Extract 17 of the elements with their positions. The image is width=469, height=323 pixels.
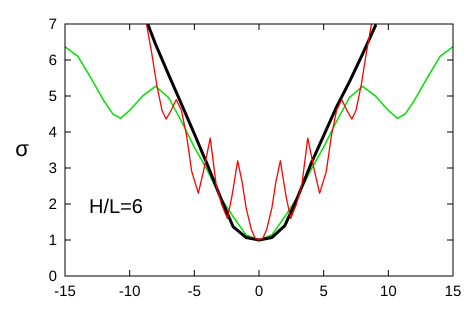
- annotation: H/L=6: [89, 196, 143, 218]
- y-tick-label: 2: [48, 196, 57, 213]
- x-tick-label: 15: [444, 283, 462, 300]
- y-tick-label: 4: [48, 124, 57, 141]
- y-tick-label: 1: [48, 232, 57, 249]
- y-axis-title: σ: [15, 136, 30, 161]
- x-tick-label: 5: [319, 283, 328, 300]
- y-tick-label: 3: [48, 160, 57, 177]
- x-tick-label: -5: [188, 283, 202, 300]
- y-tick-label: 6: [48, 52, 57, 69]
- x-tick-label: 0: [254, 283, 264, 300]
- x-tick-label: -15: [54, 283, 76, 300]
- x-tick-label: 10: [380, 283, 397, 300]
- y-tick-label: 0: [48, 268, 57, 285]
- y-tick-label: 7: [48, 16, 57, 33]
- x-tick-label: -10: [118, 283, 141, 300]
- y-tick-label: 5: [48, 88, 57, 105]
